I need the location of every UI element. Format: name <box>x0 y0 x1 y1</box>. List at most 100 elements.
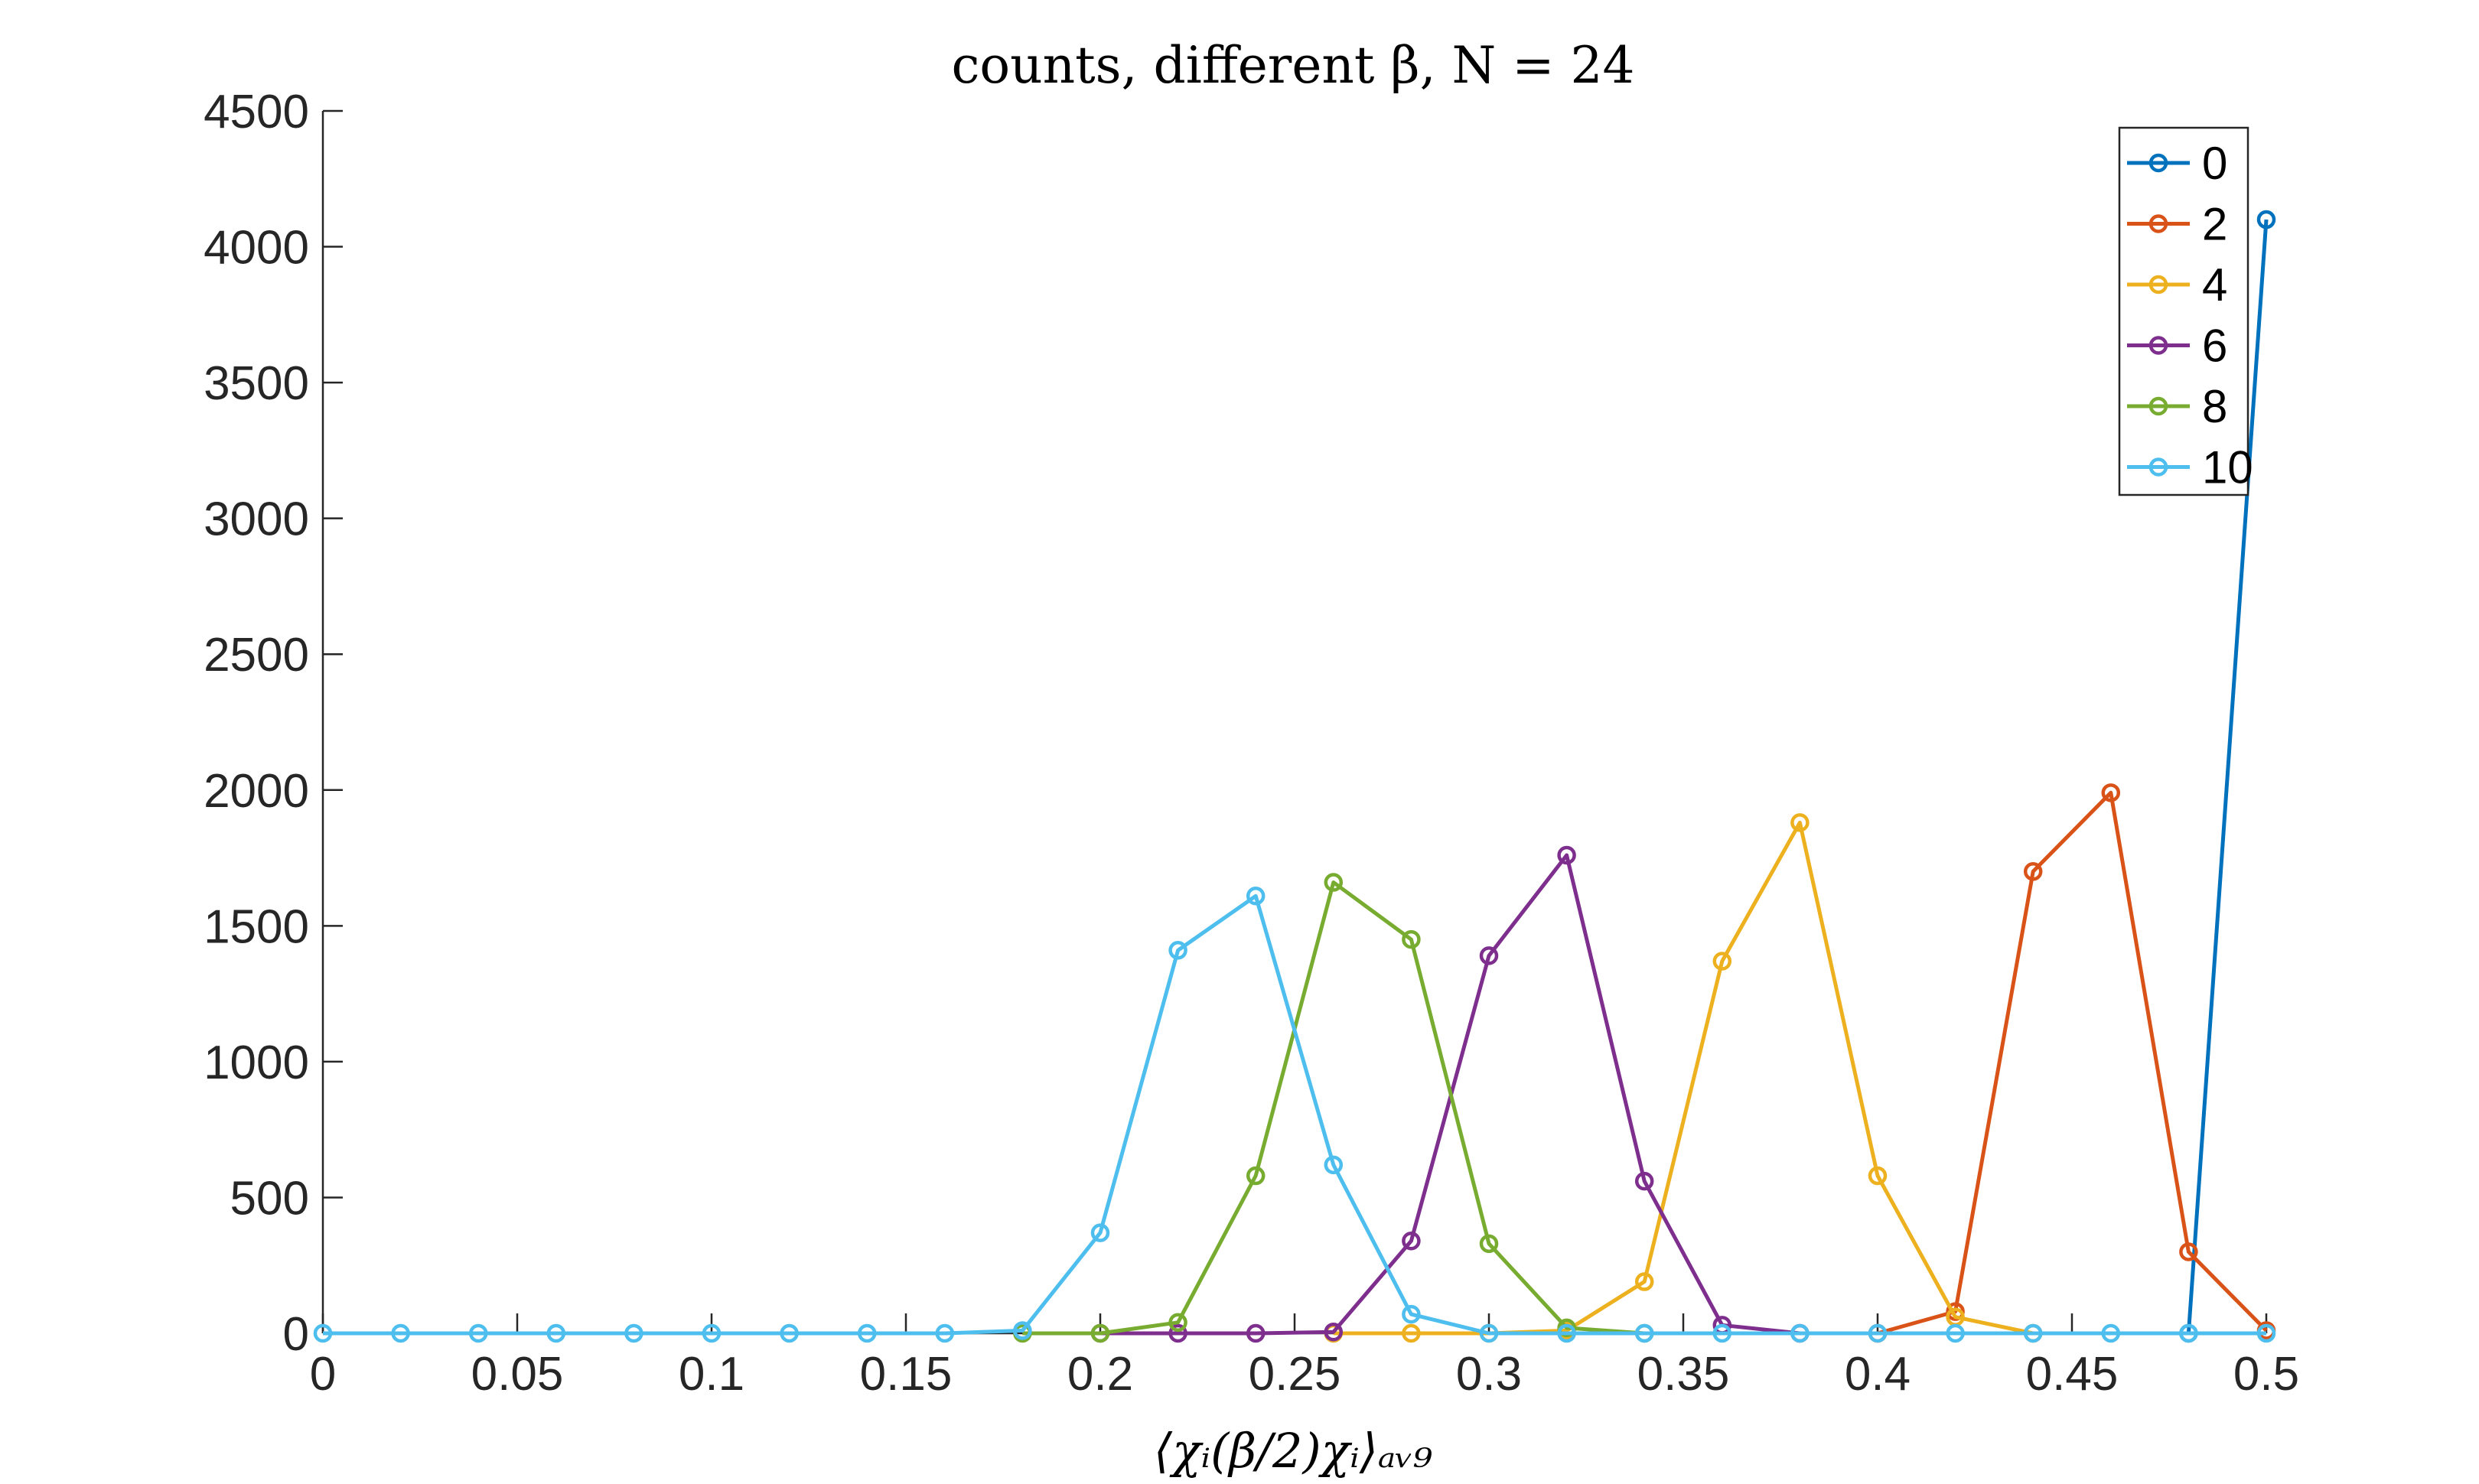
data-point <box>1712 952 1732 971</box>
series-line <box>2186 219 2269 1334</box>
data-point <box>1090 1323 1110 1343</box>
x-tick-label: 0.3 <box>1456 1348 1522 1401</box>
y-tick-label: 4500 <box>204 86 309 138</box>
series-line <box>1333 820 2034 1336</box>
x-tick-label: 0.1 <box>679 1348 744 1401</box>
legend-marker <box>2148 336 2168 355</box>
legend-item: 8 <box>2127 381 2227 432</box>
data-point <box>1246 1166 1266 1186</box>
data-point <box>1790 813 1810 832</box>
legend-marker <box>2148 275 2168 295</box>
data-point <box>2179 1242 2198 1261</box>
data-point <box>1557 845 1576 865</box>
data-point <box>702 1323 722 1343</box>
data-point <box>1324 1322 1344 1342</box>
data-point <box>1479 946 1499 965</box>
data-point <box>1090 1223 1110 1242</box>
y-tick-label: 1000 <box>204 1037 309 1089</box>
legend-item: 2 <box>2127 199 2227 250</box>
y-tick-label: 3000 <box>204 493 309 546</box>
legend: 0 2 4 6 8 10 <box>2118 126 2253 496</box>
data-point <box>2179 1323 2198 1343</box>
y-tick-label: 2500 <box>204 629 309 682</box>
data-point <box>1246 1323 1266 1343</box>
data-point <box>1868 1323 1888 1343</box>
y-tick-label: 3500 <box>204 357 309 410</box>
series-line <box>1022 880 1645 1336</box>
data-point <box>1479 1234 1499 1254</box>
data-point <box>1790 1323 1810 1343</box>
data-point <box>1402 1232 1421 1251</box>
x-tick-label: 0.35 <box>1637 1348 1730 1401</box>
data-point <box>935 1323 955 1343</box>
data-point <box>2256 210 2276 229</box>
legend-label: 6 <box>2202 321 2227 372</box>
data-point <box>2101 1323 2121 1343</box>
x-tick-label: 0.05 <box>471 1348 564 1401</box>
data-point <box>1013 1321 1032 1340</box>
data-point <box>1634 1171 1654 1191</box>
data-point <box>2023 862 2043 881</box>
axes: 0 0.05 0.1 0.15 0.2 0.25 0.3 0.35 0.4 0.45 0.5 0 500… <box>204 86 2299 1401</box>
data-point <box>1946 1323 1965 1343</box>
data-point <box>391 1323 410 1343</box>
data-point <box>1946 1302 1965 1321</box>
y-tick-label: 1500 <box>204 900 309 953</box>
y-tick-label: 0 <box>283 1308 309 1361</box>
legend-marker <box>2148 153 2168 173</box>
data-point <box>1168 1323 1187 1343</box>
legend-label: 4 <box>2202 259 2227 311</box>
legend-label: 8 <box>2202 381 2227 432</box>
data-point <box>1634 1323 1654 1343</box>
legend-item: 6 <box>2127 321 2227 372</box>
series-2 <box>1868 783 2276 1343</box>
series-8 <box>1013 873 1654 1343</box>
data-point <box>2256 1323 2276 1343</box>
legend-box <box>2118 126 2249 496</box>
legend-marker <box>2148 214 2168 233</box>
x-tick-label: 0.5 <box>2233 1348 2299 1401</box>
series-10 <box>313 887 2276 1343</box>
data-point <box>313 1323 333 1343</box>
data-point <box>857 1323 877 1343</box>
data-point <box>1868 1166 1888 1186</box>
legend-item: 0 <box>2127 138 2227 189</box>
data-point <box>1634 1272 1654 1291</box>
legend-marker <box>2148 396 2168 416</box>
x-tick-label: 0.45 <box>2026 1348 2119 1401</box>
x-tick-label: 0.4 <box>1845 1348 1911 1401</box>
data-point <box>1324 1155 1344 1175</box>
legend-marker <box>2148 457 2168 477</box>
x-tick-label: 0.15 <box>860 1348 953 1401</box>
data-point <box>1402 1323 1421 1343</box>
data-point <box>1168 1313 1187 1333</box>
data-point <box>1712 1323 1732 1343</box>
series-4 <box>1324 813 2043 1343</box>
data-point <box>624 1323 643 1343</box>
series-line <box>1877 790 2268 1336</box>
data-point <box>1246 887 1266 906</box>
x-axis-label: ⟨χᵢ(β/2)χᵢ⟩ₐᵥ₉ <box>1154 1423 1432 1479</box>
legend-item: 4 <box>2127 259 2227 311</box>
data-point <box>2023 1323 2043 1343</box>
y-tick-label: 4000 <box>204 222 309 275</box>
y-tick-label: 500 <box>230 1172 309 1225</box>
legend-label: 10 <box>2202 442 2253 493</box>
data-point <box>2101 783 2121 802</box>
legend-label: 0 <box>2202 138 2227 189</box>
data-point <box>1324 873 1344 892</box>
data-point <box>468 1323 488 1343</box>
data-point <box>1557 1318 1576 1338</box>
legend-item: 10 <box>2127 442 2253 493</box>
series-line <box>323 893 2266 1336</box>
data-point <box>1479 1323 1499 1343</box>
data-point <box>1168 941 1187 960</box>
data-point <box>1402 1304 1421 1324</box>
chart-title: counts, different β, N = 24 <box>951 36 1634 95</box>
series-layer <box>313 210 2276 1343</box>
x-tick-label: 0 <box>310 1348 336 1401</box>
legend-label: 2 <box>2202 199 2227 250</box>
data-point <box>1557 1323 1576 1343</box>
y-tick-label: 2000 <box>204 765 309 818</box>
